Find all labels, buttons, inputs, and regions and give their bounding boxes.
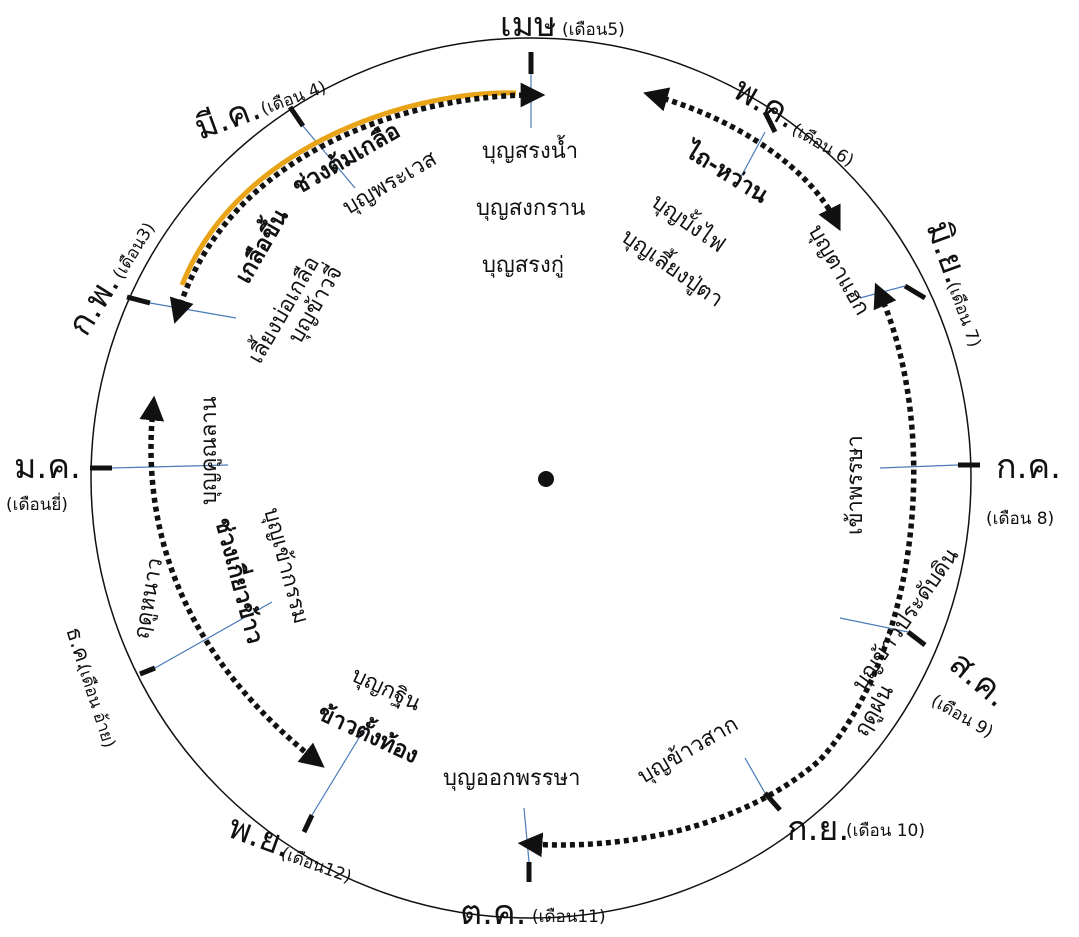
month-miy: มิ.ย. — [918, 215, 977, 289]
period-cold-season: ฤดูหนาว — [129, 556, 168, 641]
arrow-harvest — [139, 395, 325, 768]
month-ky: ก.ย. — [787, 809, 849, 849]
arrow-plowing — [643, 87, 841, 232]
arrow-salt — [169, 82, 546, 324]
tick-kp — [126, 294, 151, 306]
month-mk: ม.ค. — [14, 447, 81, 487]
tick-tc — [139, 665, 156, 677]
month-py-sub: (เดือน12) — [278, 844, 354, 888]
festival-khao-kam: บุญเข้ากรรม — [258, 505, 313, 626]
tick-miy — [903, 283, 927, 301]
month-kk: ก.ค. — [996, 447, 1061, 487]
festival-song-ku: บุญสรงกู่ — [482, 253, 564, 278]
month-tk-sub: (เดือน11) — [532, 907, 606, 927]
period-arrows — [139, 82, 917, 858]
festival-songkran: บุญสงกราน — [476, 196, 585, 221]
month-kp-sub: (เดือน3) — [109, 219, 159, 283]
tick-sk — [906, 630, 927, 647]
tick-mik — [287, 105, 306, 128]
period-tai-wan: ไถ-หว่าน — [678, 135, 773, 209]
month-pk: พ.ค. — [727, 69, 805, 137]
month-mk-sub: (เดือนยี่) — [6, 492, 68, 515]
center-dot — [538, 471, 554, 487]
period-harvest: ช่วงเกี่ยวข้าว — [209, 514, 272, 647]
festival-khao-sak: บุญข้าวสาก — [634, 712, 743, 789]
month-mik: มี.ค. — [189, 88, 265, 148]
festival-khun-lan: บุญคูณลาน — [197, 396, 222, 505]
month-tk: ต.ค. — [460, 893, 526, 933]
festival-kathin: บุญกฐิน — [347, 663, 424, 717]
festival-ta-haek: บุญตาแฮก — [803, 221, 875, 320]
calendar-circle — [90, 37, 972, 919]
tick-py — [301, 813, 315, 834]
month-mesa-sub: (เดือน5) — [562, 20, 625, 40]
month-mesa: เมษ — [500, 5, 556, 45]
arrow-rain-season — [517, 282, 917, 858]
month-tc-sub: (เดือน อ้าย) — [73, 662, 119, 751]
period-kluea-khuen: เกลือขึ้น — [226, 202, 294, 288]
festival-ok-phansa: บุญออกพรรษา — [443, 766, 580, 791]
period-rain-season: ฤดูฝน — [850, 680, 899, 741]
festival-song-nam: บุญสรงน้ำ — [482, 135, 578, 164]
period-khao-phansa: เข้าพรรษา — [843, 435, 868, 535]
month-kk-sub: (เดือน 8) — [986, 509, 1054, 529]
month-ky-sub: (เดือน 10) — [846, 821, 925, 841]
month-pk-sub: (เดือน 6) — [788, 120, 857, 171]
